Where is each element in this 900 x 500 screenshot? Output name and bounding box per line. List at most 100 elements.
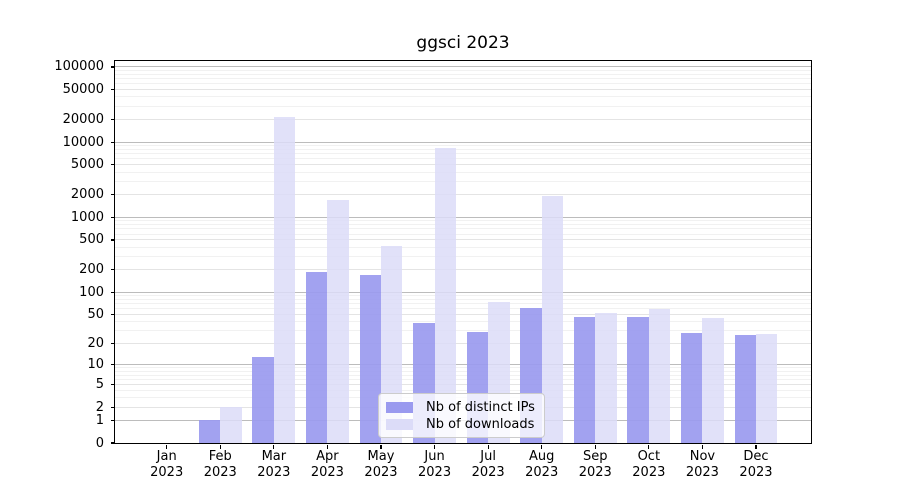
x-tick-label-jun: Jun 2023 (393, 449, 477, 481)
gridline-minor (115, 314, 811, 316)
gridline-minor (115, 89, 811, 91)
gridline-subminor (115, 83, 811, 85)
x-tick-month: Jul (480, 449, 496, 464)
x-tick-month: Aug (528, 449, 555, 464)
y-tick-mark (111, 216, 115, 218)
bar-nb-of-distinct-ips-mar (252, 356, 274, 443)
y-tick-mark (111, 364, 115, 366)
y-tick-label: 100000 (54, 59, 104, 75)
gridline-subminor (115, 303, 811, 305)
gridline-subminor (115, 321, 811, 323)
y-tick-mark (111, 269, 115, 271)
bar-nb-of-downloads-apr (327, 200, 349, 443)
bar-nb-of-downloads-sep (595, 313, 617, 443)
gridline-major (115, 364, 811, 366)
x-tick-label-jan: Jan 2023 (125, 449, 209, 481)
gridline-minor (115, 239, 811, 241)
x-tick-mark (487, 444, 489, 449)
x-tick-year: 2023 (471, 465, 505, 480)
y-tick-mark (111, 239, 115, 241)
gridline-subminor (115, 153, 811, 155)
x-tick-year: 2023 (257, 465, 291, 480)
x-tick-mark (219, 444, 221, 449)
legend-entry-nb-of-distinct-ips: Nb of distinct IPs (386, 399, 538, 416)
legend-entry-nb-of-downloads: Nb of downloads (386, 416, 538, 433)
chart-title: ggsci 2023 (416, 33, 510, 53)
x-tick-year: 2023 (525, 465, 559, 480)
y-tick-label: 100 (79, 284, 104, 300)
y-tick-mark (111, 442, 115, 444)
y-tick-label: 0 (95, 435, 104, 451)
bar-nb-of-downloads-oct (648, 308, 671, 443)
gridline-subminor (115, 374, 811, 376)
gridline-major (115, 66, 811, 68)
x-tick-mark (648, 444, 650, 449)
gridline-subminor (115, 378, 811, 380)
gridline-minor (115, 119, 811, 121)
gridline-subminor (115, 145, 811, 147)
x-tick-year: 2023 (203, 465, 237, 480)
x-tick-label-mar: Mar 2023 (232, 449, 316, 481)
y-tick-mark (111, 419, 115, 421)
gridline-subminor (115, 389, 811, 391)
legend-label-nb-of-downloads: Nb of downloads (426, 417, 535, 432)
gridline-major (115, 216, 811, 218)
x-tick-label-may: May 2023 (339, 449, 423, 481)
x-tick-month: Jan (156, 449, 177, 464)
x-tick-year: 2023 (685, 465, 719, 480)
x-tick-label-feb: Feb 2023 (178, 449, 262, 481)
y-tick-mark (111, 291, 115, 293)
gridline-minor (115, 383, 811, 385)
x-tick-month: Apr (316, 449, 339, 464)
bar-nb-of-distinct-ips-nov (681, 333, 703, 443)
gridline-subminor (115, 367, 811, 369)
bar-nb-of-downloads-feb (220, 407, 242, 443)
gridline-minor (115, 194, 811, 196)
gridline-subminor (115, 308, 811, 310)
gridline-subminor (115, 181, 811, 182)
y-tick-label: 1000 (70, 209, 104, 225)
gridline-major (115, 141, 811, 143)
x-tick-year: 2023 (310, 465, 344, 480)
y-tick-label: 5000 (70, 157, 104, 173)
y-tick-mark (111, 89, 115, 91)
bar-nb-of-downloads-nov (702, 317, 724, 443)
x-tick-year: 2023 (632, 465, 666, 480)
gridline-subminor (115, 298, 811, 300)
legend-label-nb-of-distinct-ips: Nb of distinct IPs (426, 400, 535, 415)
x-tick-label-dec: Dec 2023 (714, 449, 798, 481)
x-tick-month: Sep (583, 449, 608, 464)
y-tick-mark (111, 342, 115, 345)
x-tick-month: May (367, 449, 395, 464)
bar-nb-of-distinct-ips-apr (306, 272, 328, 443)
y-tick-label: 10 (87, 357, 104, 373)
legend: Nb of distinct IPs Nb of downloads (378, 393, 545, 438)
x-tick-label-sep: Sep 2023 (553, 449, 637, 481)
gridline-subminor (115, 246, 811, 248)
x-tick-label-apr: Apr 2023 (285, 449, 369, 481)
bar-nb-of-downloads-dec (755, 334, 778, 443)
x-tick-mark (541, 444, 543, 449)
gridline-subminor (115, 73, 811, 75)
bar-nb-of-downloads-mar (273, 117, 296, 443)
y-tick-label: 200 (79, 262, 104, 278)
x-tick-year: 2023 (418, 465, 452, 480)
gridline-subminor (115, 330, 811, 332)
bar-nb-of-distinct-ips-feb (198, 420, 221, 443)
gridline-minor (115, 164, 811, 166)
gridline-subminor (115, 171, 811, 173)
gridline-subminor (115, 78, 811, 80)
bar-nb-of-distinct-ips-oct (627, 317, 649, 443)
gridline-subminor (115, 148, 811, 150)
legend-swatch-nb-of-distinct-ips (386, 402, 413, 413)
x-tick-mark (433, 444, 436, 449)
y-tick-label: 500 (79, 232, 104, 248)
x-tick-year: 2023 (150, 465, 184, 480)
x-tick-mark (273, 444, 275, 449)
x-tick-label-aug: Aug 2023 (500, 449, 584, 481)
x-tick-mark (380, 444, 382, 449)
x-tick-mark (166, 444, 168, 449)
gridline-subminor (115, 224, 811, 226)
x-tick-month: Dec (743, 449, 769, 464)
